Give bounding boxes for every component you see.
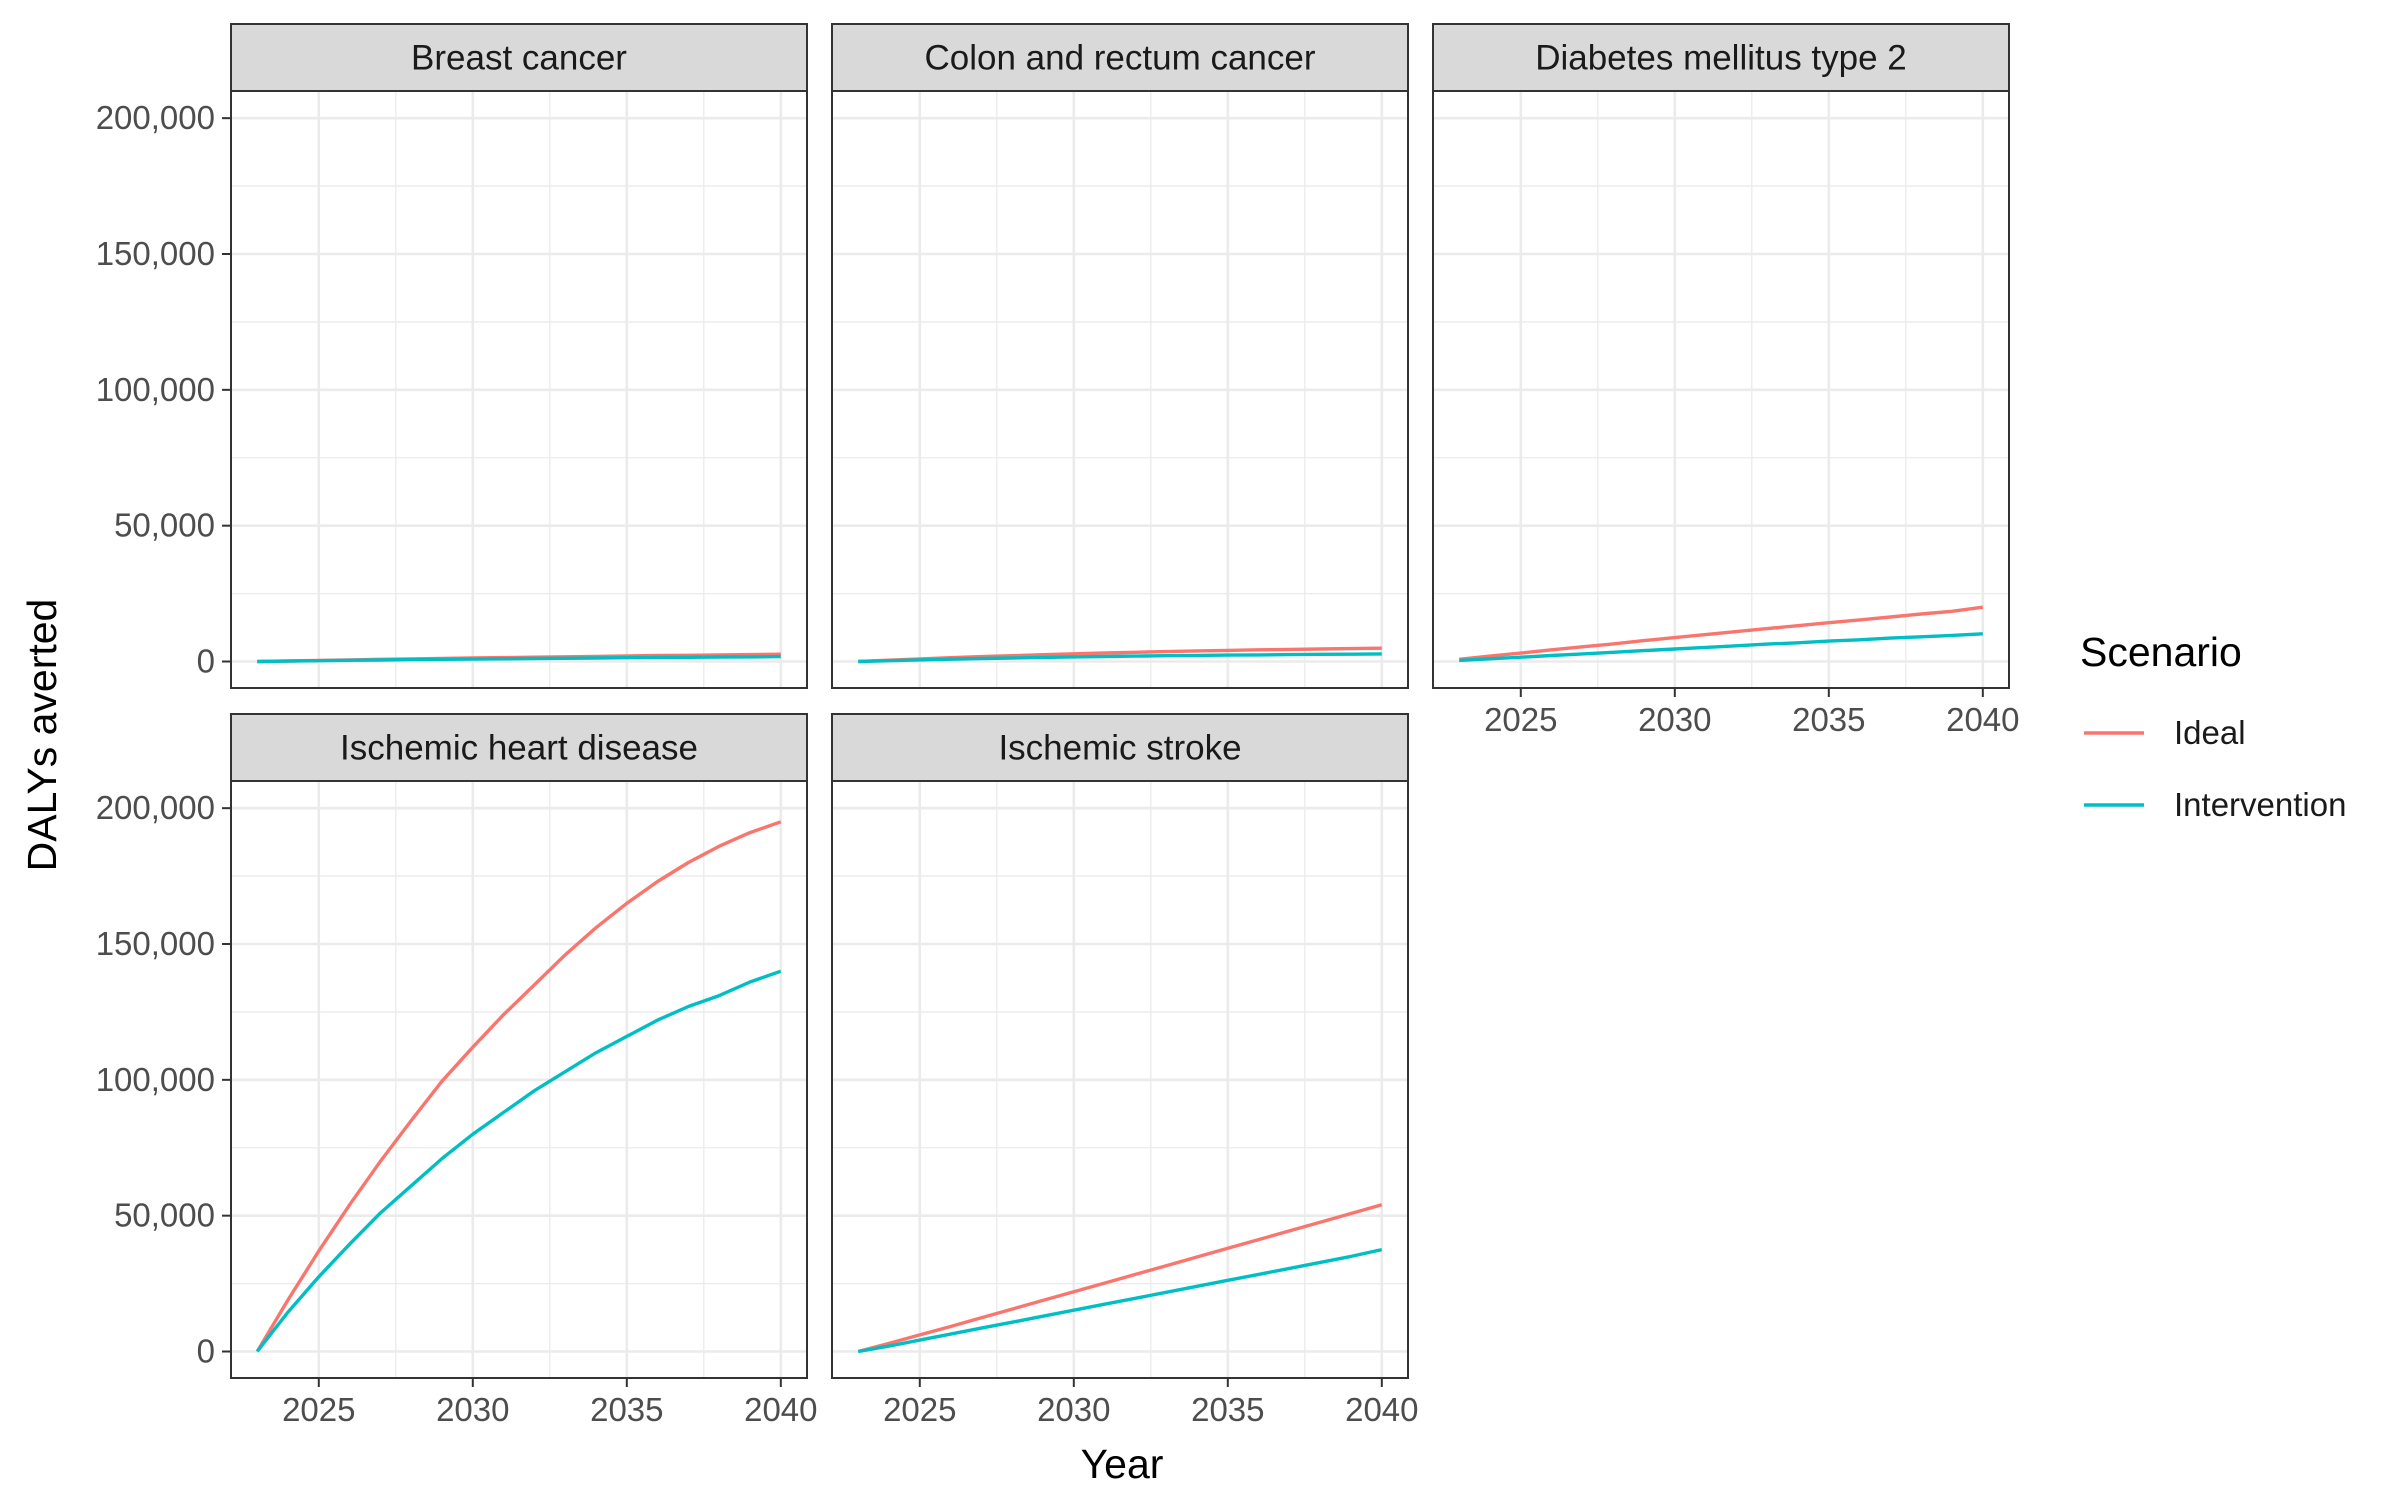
panel: Breast cancer 0 50,000 100,000 150,000 200,00… — [96, 23, 808, 689]
x-tick-label: 2035 — [1191, 1391, 1264, 1428]
facet-strip — [230, 713, 808, 782]
panel: Ischemic stroke 2025 2030 2035 2040 — [831, 713, 1419, 1428]
x-tick-label: 2035 — [1792, 701, 1865, 738]
panel: Diabetes mellitus type 2 2025 2030 2035 2040 — [1432, 23, 2020, 738]
x-tick-label: 2030 — [436, 1391, 509, 1428]
series-line-ideal — [255, 820, 782, 1353]
x-tick-label: 2025 — [883, 1391, 956, 1428]
x-tick-label: 2030 — [1638, 701, 1711, 738]
y-tick-label: 0 — [197, 1333, 215, 1370]
legend-label: Ideal — [2174, 714, 2246, 751]
legend-title: Scenario — [2080, 629, 2242, 675]
x-tick-label: 2040 — [1946, 701, 2019, 738]
y-tick-label: 50,000 — [114, 1197, 215, 1234]
x-tick-label: 2030 — [1037, 1391, 1110, 1428]
x-axis-title: Year — [1081, 1441, 1164, 1487]
facet-strip-label: Colon and rectum cancer — [924, 39, 1315, 78]
series-line-intervention — [857, 1247, 1383, 1354]
panel: Colon and rectum cancer — [831, 23, 1409, 689]
x-tick-label: 2035 — [590, 1391, 663, 1428]
facet-strip-label: Diabetes mellitus type 2 — [1535, 39, 1907, 78]
facet-strip — [230, 23, 808, 92]
legend: Scenario Ideal Intervention — [2080, 629, 2346, 823]
y-tick-label: 200,000 — [96, 99, 215, 136]
y-tick-label: 100,000 — [96, 1061, 215, 1098]
x-tick-label: 2025 — [1484, 701, 1557, 738]
series-line-ideal — [1459, 605, 1984, 661]
y-tick-label: 50,000 — [114, 507, 215, 544]
facet-strip-label: Ischemic stroke — [998, 729, 1241, 768]
series-line-intervention — [858, 652, 1382, 664]
legend-label: Intervention — [2174, 786, 2346, 823]
y-tick-label: 0 — [197, 643, 215, 680]
series-line-intervention — [257, 654, 781, 664]
y-axis-title: DALYs averted — [19, 599, 65, 872]
y-tick-label: 200,000 — [96, 789, 215, 826]
panel: Ischemic heart disease 0 50,000 100,000 150,… — [96, 713, 818, 1428]
series-line-intervention — [1459, 632, 1983, 663]
facet-strip-label: Breast cancer — [411, 39, 627, 78]
x-tick-label: 2025 — [282, 1391, 355, 1428]
x-tick-label: 2040 — [1345, 1391, 1418, 1428]
y-tick-label: 150,000 — [96, 235, 215, 272]
series-line-ideal — [857, 1203, 1383, 1354]
facet-strip-label: Ischemic heart disease — [340, 729, 698, 768]
facet-strip — [1432, 23, 2010, 92]
facet-strip — [831, 713, 1409, 782]
facet-strip — [831, 23, 1409, 92]
series-line-intervention — [255, 969, 782, 1353]
y-tick-label: 100,000 — [96, 371, 215, 408]
y-tick-label: 150,000 — [96, 925, 215, 962]
x-tick-label: 2040 — [744, 1391, 817, 1428]
